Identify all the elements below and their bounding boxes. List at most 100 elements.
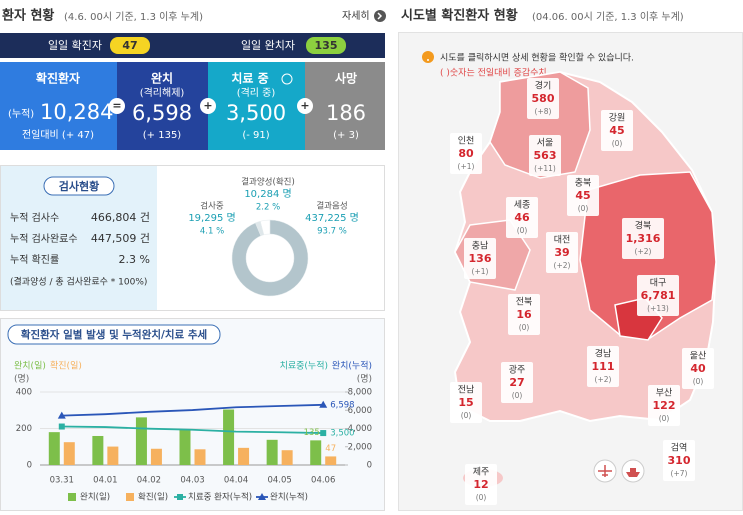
- region-change[interactable]: (+2): [595, 375, 612, 384]
- region-name[interactable]: 전남: [458, 385, 475, 396]
- region-change[interactable]: (0): [476, 493, 487, 502]
- region-box[interactable]: [663, 440, 695, 481]
- region-box[interactable]: [529, 135, 561, 176]
- x-tick-label: 03.31: [50, 476, 74, 486]
- region-name[interactable]: 대전: [554, 235, 571, 246]
- tests-row-value: 447,509 건: [91, 232, 150, 245]
- quarantine-icons: [593, 459, 645, 483]
- region-name[interactable]: 충남: [472, 241, 489, 252]
- region-box[interactable]: [450, 133, 482, 174]
- operator: +: [300, 99, 309, 112]
- region-box[interactable]: [506, 197, 538, 238]
- region-change[interactable]: (0): [461, 411, 472, 420]
- region-count[interactable]: 563: [534, 149, 557, 162]
- bar: [281, 450, 293, 465]
- region-name[interactable]: 전북: [516, 297, 533, 308]
- region-change[interactable]: (0): [659, 414, 670, 423]
- y-axis-label: 완치(일): [14, 360, 46, 372]
- region-name[interactable]: 세종: [514, 200, 531, 211]
- region-box[interactable]: [464, 238, 496, 279]
- region-count[interactable]: 39: [554, 246, 569, 259]
- region-box[interactable]: [527, 78, 559, 119]
- daily-pill: [110, 37, 150, 54]
- region-change[interactable]: (+7): [671, 469, 688, 478]
- region-count[interactable]: 6,781: [641, 289, 676, 302]
- summary-value: 186: [326, 101, 366, 125]
- region-change[interactable]: (+2): [635, 247, 652, 256]
- region-change[interactable]: (+8): [535, 107, 552, 116]
- region-change[interactable]: (0): [693, 377, 704, 386]
- summary-value: 3,500: [226, 101, 286, 125]
- summary-title: 확진환자: [36, 71, 80, 86]
- region-change[interactable]: (+2): [554, 261, 571, 270]
- region-change[interactable]: (+13): [647, 304, 669, 313]
- region-box[interactable]: [587, 346, 619, 387]
- region-box[interactable]: [450, 382, 482, 423]
- region-box[interactable]: [622, 218, 664, 259]
- region-change[interactable]: (0): [612, 139, 623, 148]
- region-box[interactable]: [465, 464, 497, 505]
- region-count[interactable]: 136: [469, 252, 492, 265]
- region-change[interactable]: (0): [519, 323, 530, 332]
- region-name[interactable]: 강원: [609, 113, 626, 124]
- daily-pill: [306, 37, 346, 54]
- region-name[interactable]: 경북: [635, 220, 652, 232]
- region-change[interactable]: (+1): [472, 267, 489, 276]
- region-box[interactable]: [648, 385, 680, 426]
- region-name[interactable]: 서울: [537, 138, 554, 149]
- summary-subtitle: (격리해제): [140, 86, 185, 99]
- help-icon[interactable]: [281, 73, 293, 85]
- y-tick-label: 0: [27, 461, 32, 471]
- region-count[interactable]: 27: [509, 376, 524, 389]
- region-count[interactable]: 40: [690, 362, 706, 375]
- region-box[interactable]: [682, 348, 714, 389]
- bar: [238, 447, 250, 465]
- region-count[interactable]: 310: [668, 454, 691, 467]
- region-change[interactable]: (0): [512, 391, 523, 400]
- summary-value: 6,598: [132, 101, 192, 125]
- region-count[interactable]: 580: [532, 92, 555, 105]
- trend-chart: 0 200 400 0 2,000 4,000 6,000 8,000 03.31 04.01 04…: [14, 360, 372, 503]
- region-box[interactable]: [501, 362, 533, 403]
- region-count[interactable]: 16: [516, 308, 532, 321]
- region-count[interactable]: 111: [592, 360, 615, 373]
- summary-title: 완치: [151, 71, 173, 86]
- region-count[interactable]: 15: [458, 396, 473, 409]
- region-count[interactable]: 1,316: [626, 232, 661, 245]
- region-count[interactable]: 45: [575, 189, 590, 202]
- region-box[interactable]: [637, 275, 679, 316]
- region-count[interactable]: 122: [653, 399, 676, 412]
- line-marker: [57, 411, 66, 419]
- bar: [135, 417, 147, 465]
- donut-percent: 93.7 %: [317, 227, 347, 237]
- region-name[interactable]: 인천: [458, 136, 475, 147]
- x-tick-label: 04.01: [93, 476, 117, 486]
- region-name[interactable]: 검역: [671, 442, 688, 454]
- region-box[interactable]: [601, 110, 633, 151]
- tests-note: (결과양성 / 총 검사완료수 * 100%): [10, 276, 147, 288]
- region-count[interactable]: 12: [473, 478, 488, 491]
- region-name[interactable]: 울산: [690, 351, 707, 362]
- region-name[interactable]: 제주: [473, 467, 490, 478]
- region-box[interactable]: [567, 175, 599, 216]
- region-count[interactable]: 80: [458, 147, 474, 160]
- summary-box: [117, 62, 208, 150]
- region-box[interactable]: [508, 294, 540, 335]
- region-name[interactable]: 대구: [650, 278, 667, 289]
- region-change[interactable]: (+1): [458, 162, 475, 171]
- region-count[interactable]: 45: [609, 124, 624, 137]
- region-name[interactable]: 경기: [535, 80, 552, 92]
- region-name[interactable]: 충북: [575, 178, 592, 189]
- region-change[interactable]: (0): [578, 204, 589, 213]
- region-name[interactable]: 부산: [656, 388, 673, 399]
- region-change[interactable]: (+11): [534, 164, 556, 173]
- bar: [63, 442, 75, 465]
- region-name[interactable]: 경남: [595, 348, 612, 360]
- region-box[interactable]: [546, 232, 578, 273]
- more-link[interactable]: 자세히: [342, 10, 370, 22]
- region-name[interactable]: 광주: [509, 364, 526, 376]
- region-count[interactable]: 46: [514, 211, 530, 224]
- region-change[interactable]: (0): [517, 226, 528, 235]
- bar: [194, 449, 206, 465]
- bar: [325, 456, 337, 465]
